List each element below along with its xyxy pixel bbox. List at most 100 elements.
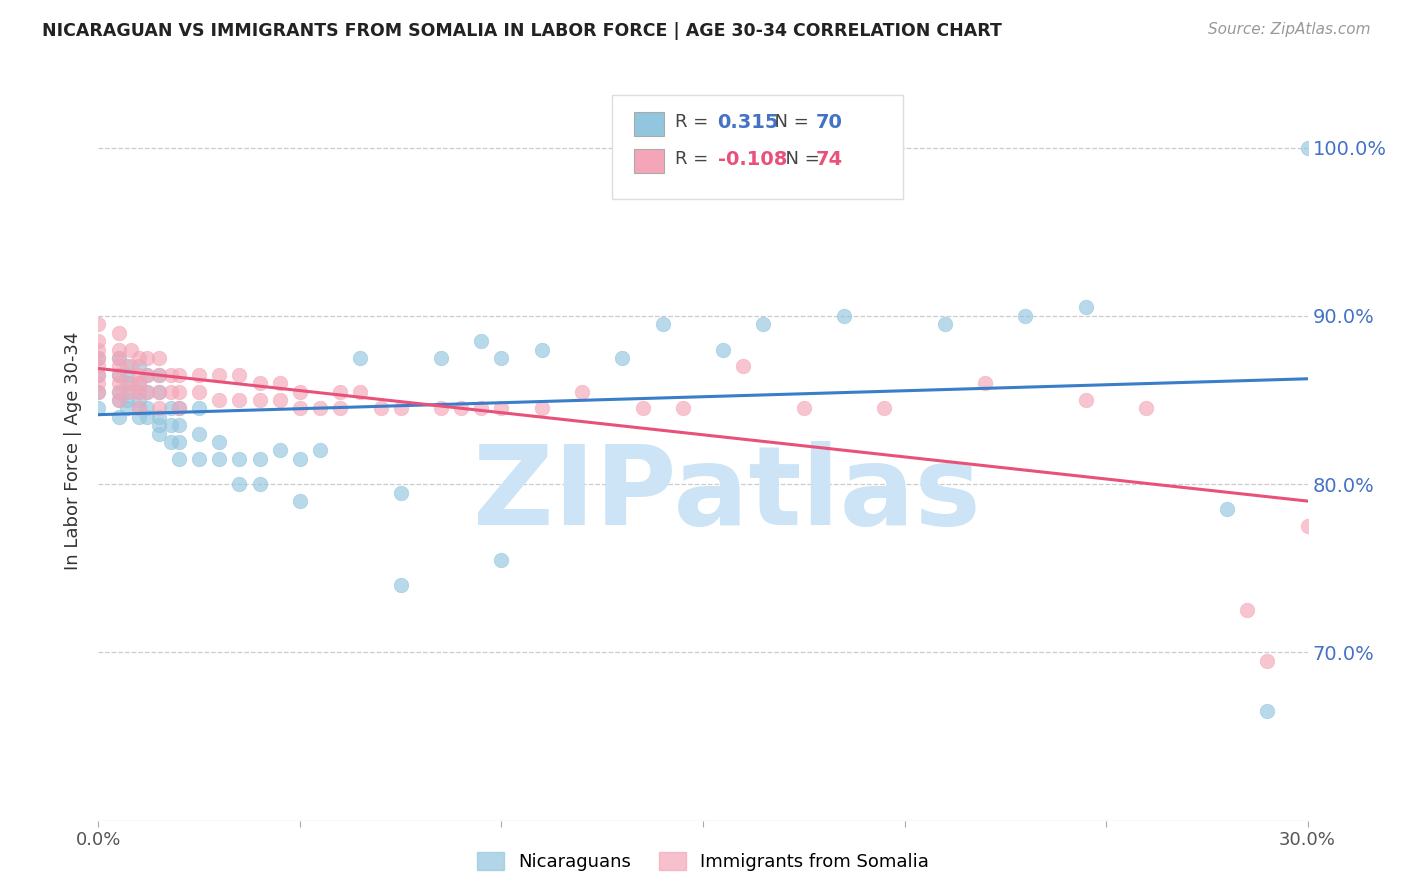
Point [107,343,129,357]
Point [249,392,271,407]
Point [87,359,110,374]
Point [148,384,170,399]
Point [430,351,453,365]
FancyBboxPatch shape [634,112,664,136]
Point [167,384,190,399]
Point [631,401,654,416]
Point [288,494,311,508]
Point [107,351,129,365]
Point [228,392,250,407]
Point [288,401,311,416]
Point [974,376,997,391]
Point [167,451,190,466]
Point [128,368,150,382]
Point [160,435,183,450]
Point [309,401,332,416]
Point [208,451,231,466]
Point [107,368,129,382]
Point [1296,519,1319,533]
Text: N =: N = [763,113,815,131]
Point [470,401,492,416]
Legend: Nicaraguans, Immigrants from Somalia: Nicaraguans, Immigrants from Somalia [470,845,936,879]
Point [288,384,311,399]
Point [450,401,472,416]
Text: N =: N = [775,151,825,169]
Point [148,368,170,382]
Point [87,351,110,365]
Point [107,359,129,374]
Point [135,368,157,382]
Point [1074,301,1097,315]
Point [128,401,150,416]
FancyBboxPatch shape [634,149,664,173]
Point [107,392,129,407]
Point [269,376,291,391]
Point [120,384,142,399]
Point [115,368,138,382]
Point [107,409,129,424]
Point [135,384,157,399]
Point [107,392,129,407]
Point [1074,392,1097,407]
Point [288,451,311,466]
Point [793,401,815,416]
Y-axis label: In Labor Force | Age 30-34: In Labor Force | Age 30-34 [65,331,83,570]
Point [672,401,695,416]
Point [530,343,553,357]
Point [115,384,138,399]
Point [249,451,271,466]
Point [873,401,896,416]
Text: -0.108: -0.108 [717,150,787,169]
Point [329,401,352,416]
Text: R =: R = [675,113,714,131]
Point [491,553,513,567]
Point [832,309,855,323]
Point [491,401,513,416]
Point [249,376,271,391]
Point [120,343,142,357]
Point [87,318,110,332]
Point [160,384,183,399]
Point [389,578,412,592]
Text: 70: 70 [815,113,842,132]
Point [107,368,129,382]
Text: NICARAGUAN VS IMMIGRANTS FROM SOMALIA IN LABOR FORCE | AGE 30-34 CORRELATION CHA: NICARAGUAN VS IMMIGRANTS FROM SOMALIA IN… [42,22,1002,40]
Point [87,384,110,399]
Point [571,384,593,399]
Point [228,451,250,466]
Point [87,384,110,399]
Point [208,435,231,450]
Point [309,443,332,458]
Point [530,401,553,416]
Point [228,368,250,382]
Point [148,384,170,399]
Point [208,368,231,382]
Point [711,343,734,357]
Point [87,343,110,357]
Text: Source: ZipAtlas.com: Source: ZipAtlas.com [1208,22,1371,37]
Point [651,318,673,332]
Point [1256,704,1278,718]
Point [148,409,170,424]
Point [167,401,190,416]
Point [128,409,150,424]
Point [120,359,142,374]
FancyBboxPatch shape [613,95,903,199]
Point [160,368,183,382]
Point [188,368,211,382]
Point [107,351,129,365]
Point [228,477,250,491]
Point [128,384,150,399]
Point [87,334,110,348]
Point [188,451,211,466]
Point [160,401,183,416]
Point [128,392,150,407]
Point [135,401,157,416]
Point [167,435,190,450]
Point [128,376,150,391]
Point [389,485,412,500]
Point [249,477,271,491]
Point [115,401,138,416]
Text: 0.315: 0.315 [717,113,779,132]
Point [1296,140,1319,154]
